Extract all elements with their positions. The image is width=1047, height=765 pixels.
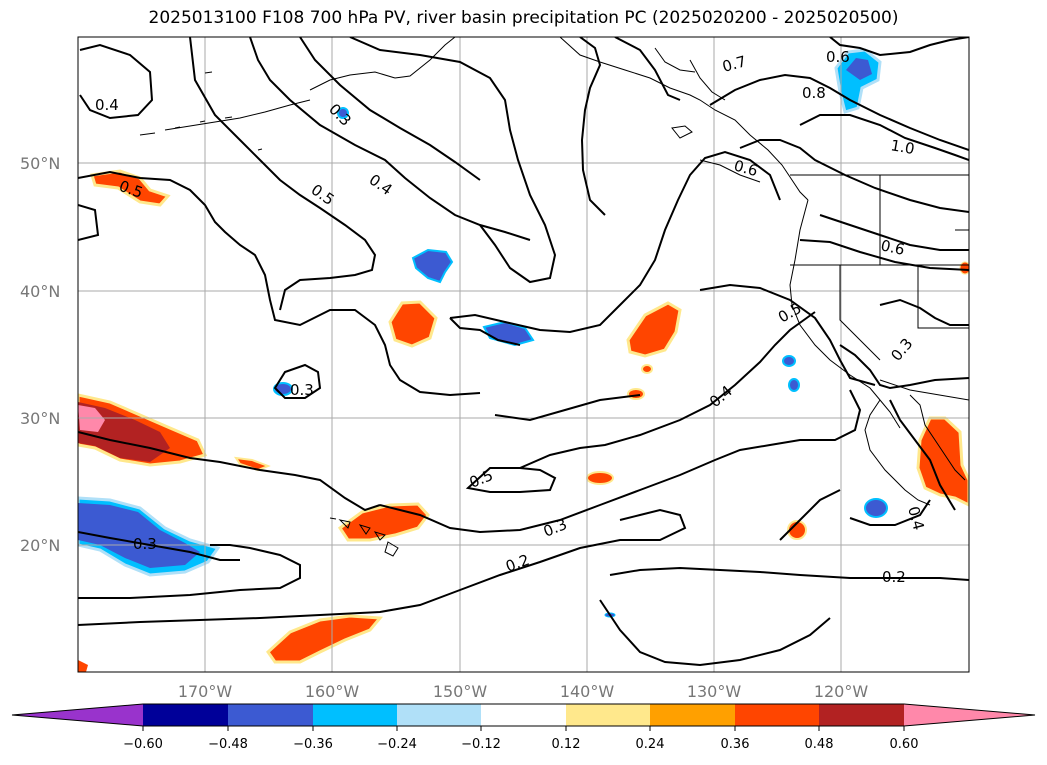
colorbar-tick-label: −0.36 (293, 737, 333, 752)
precip-blob (864, 498, 888, 518)
colorbar-tick-label: −0.48 (208, 737, 248, 752)
colorbar-tick-label: 0.36 (721, 737, 750, 752)
contour-label: 0.6 (879, 236, 906, 259)
colorbar-segment (650, 704, 735, 726)
contour-label: 0.6 (826, 48, 850, 66)
precip-blob (626, 301, 682, 358)
precip-blob (78, 660, 88, 672)
map-title: 2025013100 F108 700 hPa PV, river basin … (148, 8, 899, 28)
precip-blob (411, 248, 454, 284)
colorbar-segment (819, 704, 904, 726)
colorbar-tick-label: −0.60 (123, 737, 163, 752)
colorbar-tick-label: 0.24 (636, 737, 665, 752)
colorbar-tick-label: −0.24 (377, 737, 417, 752)
precip-blob-core (78, 503, 200, 568)
map-frame (77, 36, 970, 673)
colorbar-segment (313, 704, 397, 726)
lon-label: 120°W (814, 682, 869, 701)
lon-label: 140°W (560, 682, 615, 701)
colorbar-segment (397, 704, 481, 726)
contour-label: 0.6 (732, 156, 760, 180)
precip-blob (782, 355, 796, 367)
contour-label: 0.2 (882, 568, 906, 586)
map-panel (78, 37, 969, 672)
lat-label: 40°N (20, 282, 60, 301)
contour-label: 0.3 (133, 535, 157, 553)
latitude-axis: 50°N 40°N 30°N 20°N (20, 154, 60, 555)
lat-label: 20°N (20, 536, 60, 555)
colorbar-segment (735, 704, 819, 726)
colorbar-tick-label: 0.12 (552, 737, 581, 752)
contour-label: 0.7 (720, 52, 748, 76)
contour-label: 1.0 (889, 136, 916, 158)
precip-blob (388, 300, 438, 348)
colorbar-tick-label: 0.60 (890, 737, 919, 752)
colorbar-tick-label: −0.12 (461, 737, 501, 752)
contour-label: 0.4 (904, 504, 928, 532)
colorbar: −0.60 −0.48 −0.36 −0.24 −0.12 0.12 0.24 … (11, 703, 1036, 752)
contour-label: 0.8 (802, 84, 826, 102)
longitude-axis: 170°W 160°W 150°W 140°W 130°W 120°W (178, 682, 869, 701)
pv-contours (78, 37, 969, 667)
contour-label: 0.3 (290, 381, 314, 399)
colorbar-segment (566, 704, 650, 726)
precip-blob (586, 471, 614, 485)
lon-label: 170°W (178, 682, 233, 701)
precip-blob (337, 502, 430, 542)
lon-label: 130°W (687, 682, 742, 701)
precip-blob (266, 614, 384, 664)
precip-blob (337, 107, 349, 119)
contour-label: 0.4 (95, 96, 119, 114)
precip-blob (788, 378, 800, 392)
precip-blob (627, 388, 645, 400)
colorbar-segment (228, 704, 313, 726)
precip-blob (787, 520, 807, 540)
precip-blob (90, 169, 171, 207)
lat-label: 50°N (20, 154, 60, 173)
coastlines (139, 37, 969, 557)
lon-label: 160°W (305, 682, 360, 701)
precip-blob-core (846, 58, 872, 80)
lat-label: 30°N (20, 409, 60, 428)
colorbar-tick-label: 0.48 (805, 737, 834, 752)
precip-blob (641, 364, 653, 374)
colorbar-segment (481, 704, 566, 726)
colorbar-extend-right (904, 704, 1035, 726)
precip-blob (233, 456, 271, 472)
lon-label: 150°W (433, 682, 488, 701)
colorbar-segment (143, 704, 228, 726)
colorbar-extend-left (12, 704, 143, 726)
